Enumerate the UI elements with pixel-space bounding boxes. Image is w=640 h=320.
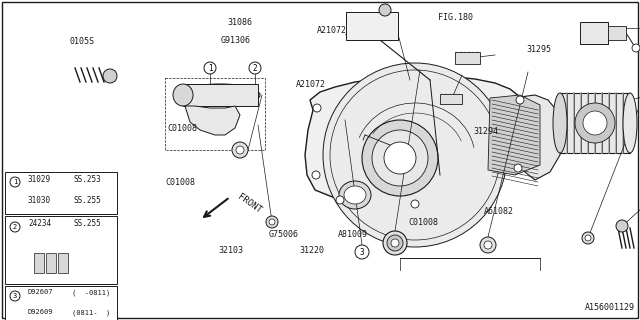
Text: G91306: G91306: [221, 36, 251, 44]
Circle shape: [411, 200, 419, 208]
Bar: [580, 22, 608, 44]
Text: 31086: 31086: [227, 18, 252, 27]
Circle shape: [103, 69, 117, 83]
Text: 2: 2: [253, 63, 257, 73]
Bar: [455, 52, 480, 64]
Bar: [560, 93, 630, 153]
Ellipse shape: [623, 93, 637, 153]
Circle shape: [387, 235, 403, 251]
Text: SS.255: SS.255: [73, 196, 100, 205]
Circle shape: [336, 196, 344, 204]
Circle shape: [355, 245, 369, 259]
Polygon shape: [520, 95, 563, 180]
Text: 3: 3: [360, 247, 364, 257]
Text: SS.255: SS.255: [73, 219, 100, 228]
Circle shape: [516, 96, 524, 104]
Circle shape: [266, 216, 278, 228]
Circle shape: [313, 104, 321, 112]
Bar: [5, 172, 117, 214]
Text: C01008: C01008: [168, 124, 198, 132]
Circle shape: [236, 146, 244, 154]
Circle shape: [383, 231, 407, 255]
Ellipse shape: [180, 84, 260, 106]
Circle shape: [10, 291, 20, 301]
Bar: [34, 253, 44, 273]
Bar: [440, 94, 462, 104]
Circle shape: [391, 239, 399, 247]
Circle shape: [232, 142, 248, 158]
Text: 3: 3: [13, 293, 17, 299]
Text: SS.253: SS.253: [73, 175, 100, 184]
Ellipse shape: [553, 93, 567, 153]
Text: (  -0811): ( -0811): [72, 289, 110, 295]
Bar: [608, 26, 626, 40]
Circle shape: [480, 237, 496, 253]
Bar: [58, 253, 68, 273]
Text: A156001129: A156001129: [585, 303, 635, 312]
Circle shape: [582, 232, 594, 244]
Ellipse shape: [173, 84, 193, 106]
Text: A61082: A61082: [484, 207, 514, 216]
Text: A81009: A81009: [338, 230, 368, 239]
Text: 24234: 24234: [28, 219, 51, 228]
Text: C01008: C01008: [408, 218, 438, 227]
Ellipse shape: [339, 181, 371, 209]
Text: FRONT: FRONT: [236, 193, 263, 215]
Text: A21072: A21072: [317, 26, 347, 35]
Text: D92607: D92607: [27, 289, 52, 295]
Bar: [5, 216, 117, 284]
Circle shape: [379, 4, 391, 16]
Bar: [5, 286, 117, 320]
Circle shape: [362, 120, 438, 196]
Circle shape: [585, 235, 591, 241]
Text: A21072: A21072: [296, 80, 326, 89]
Circle shape: [384, 142, 416, 174]
Circle shape: [583, 111, 607, 135]
Circle shape: [514, 164, 522, 172]
Text: 0105S: 0105S: [69, 37, 94, 46]
Text: 2: 2: [13, 224, 17, 230]
Circle shape: [269, 219, 275, 225]
Polygon shape: [305, 76, 525, 204]
Polygon shape: [185, 106, 240, 135]
Circle shape: [575, 103, 615, 143]
Circle shape: [616, 220, 628, 232]
Text: (0811-  ): (0811- ): [72, 309, 110, 316]
Circle shape: [323, 63, 507, 247]
Ellipse shape: [344, 186, 366, 204]
Text: 31294: 31294: [474, 127, 499, 136]
Text: 31029: 31029: [28, 175, 51, 184]
Text: 31295: 31295: [526, 45, 551, 54]
Bar: [46, 253, 56, 273]
Text: FIG.180: FIG.180: [438, 13, 474, 22]
Text: 1: 1: [13, 179, 17, 185]
Text: D92609: D92609: [27, 309, 52, 315]
Circle shape: [204, 62, 216, 74]
Text: G75006: G75006: [269, 230, 299, 239]
Text: C01008: C01008: [165, 178, 195, 187]
Circle shape: [10, 222, 20, 232]
Bar: [183, 84, 258, 106]
Circle shape: [372, 130, 428, 186]
Circle shape: [10, 177, 20, 187]
Circle shape: [249, 62, 261, 74]
Text: 32103: 32103: [219, 246, 244, 255]
Polygon shape: [488, 95, 540, 175]
Text: 1: 1: [208, 63, 212, 73]
Text: 31220: 31220: [300, 246, 324, 255]
Circle shape: [632, 44, 640, 52]
Bar: [346, 12, 398, 40]
Text: 31030: 31030: [28, 196, 51, 205]
Circle shape: [484, 241, 492, 249]
Circle shape: [312, 171, 320, 179]
